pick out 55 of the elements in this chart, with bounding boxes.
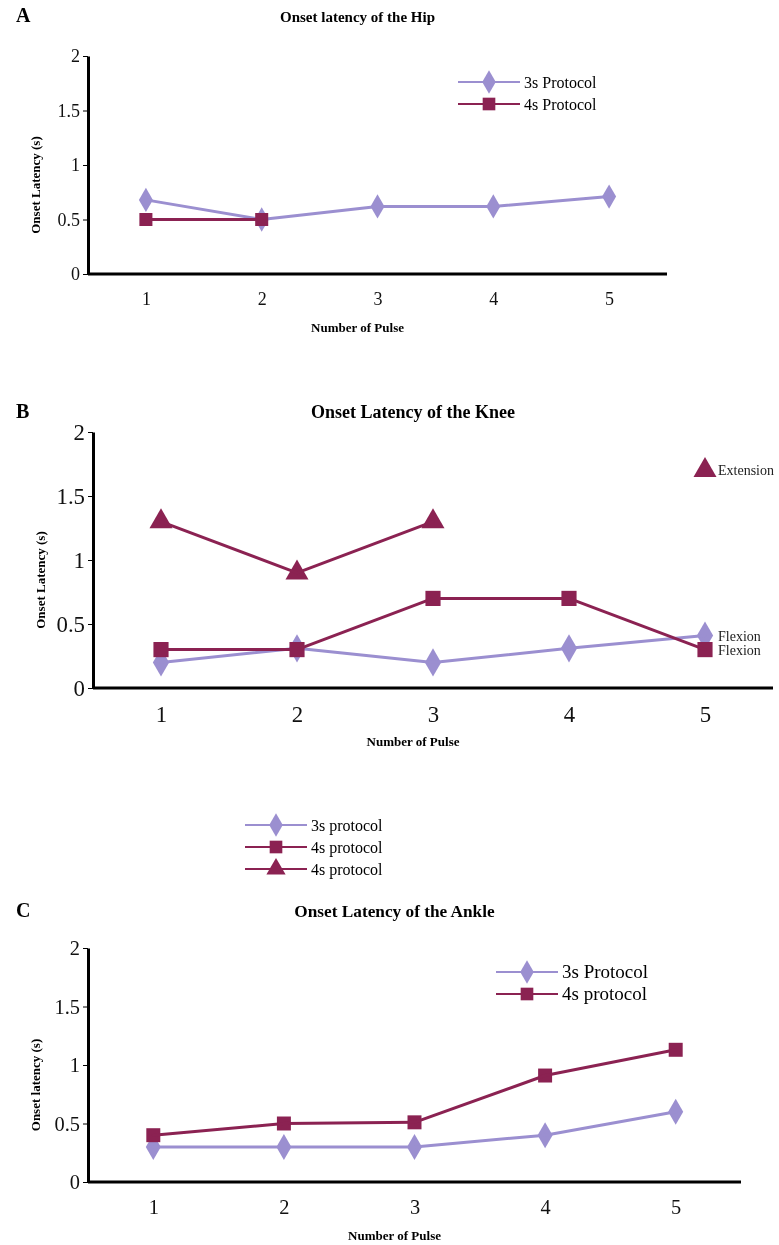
text: C: [16, 899, 31, 921]
x-axis-title: Number of Pulse: [311, 320, 405, 335]
y-tick-label: 0.5: [57, 209, 80, 230]
legend-label: 4s protocol: [311, 839, 384, 857]
legend-label: 4s protocol: [562, 983, 647, 1004]
x-tick-label: 2: [291, 702, 304, 728]
x-tick-label: 3: [409, 1196, 421, 1219]
y-tick-label: 1: [71, 155, 80, 176]
y-tick-label: 0.5: [54, 1112, 80, 1135]
y-tick-label: 0: [73, 675, 85, 701]
y-axis-title: Onset latency (s): [28, 1038, 43, 1132]
y-tick-label: 1.5: [57, 100, 80, 121]
point: [697, 642, 713, 658]
text: B: [16, 400, 30, 422]
y-tick-label: 1: [73, 547, 85, 573]
x-tick-label: 1: [148, 1196, 159, 1219]
text: A: [16, 4, 31, 26]
x-tick-label: 4: [540, 1196, 551, 1219]
x-tick-label: 1: [155, 702, 168, 728]
y-tick-label: 0: [71, 264, 80, 285]
x-tick-label: 3: [427, 702, 440, 728]
annotation: Flexion: [718, 628, 761, 644]
x-tick-label: 5: [671, 1196, 682, 1219]
x-tick-label: 4: [563, 702, 576, 728]
point: [693, 457, 717, 478]
y-tick-label: 2: [69, 937, 80, 960]
y-tick-label: 1: [69, 1054, 80, 1077]
y-tick-label: 1.5: [56, 483, 85, 509]
y-tick-label: 2: [71, 46, 80, 67]
y-tick-label: 2: [73, 419, 85, 445]
x-tick-label: 5: [699, 702, 712, 728]
y-axis-title: Onset Latency (s): [33, 531, 48, 629]
y-axis-title: Onset Latency (s): [28, 136, 43, 234]
y-tick-label: 1.5: [54, 995, 80, 1018]
x-tick-label: 2: [279, 1196, 290, 1219]
point: [153, 642, 169, 658]
x-tick-label: 2: [257, 288, 267, 309]
x-tick-label: 3: [373, 288, 383, 309]
chart-title: Onset Latency of the Knee: [311, 402, 515, 422]
annotation: Extension: [718, 463, 774, 479]
legend-label: 3s Protocol: [562, 961, 649, 982]
legend-label: 3s Protocol: [524, 74, 597, 91]
chart-title: Onset latency of the Hip: [280, 9, 435, 25]
legend-label: 4s Protocol: [524, 96, 597, 113]
legend-label: 3s protocol: [311, 817, 384, 835]
y-tick-label: 0.5: [56, 611, 85, 637]
chart-title: Onset Latency of the Ankle: [294, 902, 495, 921]
x-axis-title: Number of Pulse: [366, 734, 460, 749]
legend-label: 4s protocol: [311, 861, 384, 879]
x-tick-label: 1: [141, 288, 151, 309]
annotation: Flexion: [718, 642, 761, 658]
x-tick-label: 5: [605, 288, 615, 309]
x-axis-title: Number of Pulse: [348, 1228, 442, 1243]
x-tick-label: 4: [489, 288, 499, 309]
y-tick-label: 0: [69, 1171, 80, 1194]
